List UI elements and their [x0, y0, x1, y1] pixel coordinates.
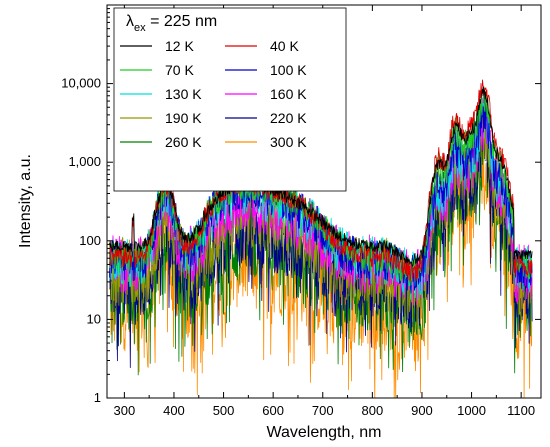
- legend-label: 190 K: [165, 110, 202, 126]
- legend-label: 300 K: [270, 134, 307, 150]
- legend-box: [113, 7, 347, 192]
- y-tick-label: 10: [87, 311, 101, 326]
- x-tick-label: 500: [213, 403, 235, 418]
- legend: λex = 225 nm 12 K 40 K 70 K 100 K 130 K 160 K…: [113, 7, 347, 192]
- x-tick-label: 800: [362, 403, 384, 418]
- x-tick-label: 400: [163, 403, 185, 418]
- x-tick-label: 600: [262, 403, 284, 418]
- legend-label: 100 K: [270, 62, 307, 78]
- legend-label: 160 K: [270, 86, 307, 102]
- legend-title-value: = 225 nm: [146, 13, 218, 30]
- legend-label: 40 K: [270, 38, 299, 54]
- legend-label: 70 K: [165, 62, 194, 78]
- y-tick-label: 1,000: [68, 154, 101, 169]
- legend-label: 12 K: [165, 38, 194, 54]
- x-axis: 300 400 500 600 700 800 900 1000 1100: [114, 5, 535, 418]
- y-axis: 1 10 100 1,000 10,000: [61, 8, 541, 405]
- legend-label: 130 K: [165, 86, 202, 102]
- x-axis-title: Wavelength, nm: [266, 424, 381, 441]
- y-axis-title: Intensity, a.u.: [17, 154, 34, 248]
- legend-title-symbol: λ: [126, 13, 134, 30]
- legend-label: 260 K: [165, 134, 202, 150]
- series-line-12k: [109, 86, 533, 268]
- legend-title-subscript: ex: [134, 22, 146, 34]
- legend-entries: 12 K 40 K 70 K 100 K 130 K 160 K 190 K 220 K 260…: [120, 38, 307, 150]
- plot-frame: [106, 4, 542, 399]
- series-layer: [109, 79, 533, 398]
- x-tick-label: 900: [411, 403, 433, 418]
- y-tick-label: 1: [94, 390, 101, 405]
- y-tick-label: 100: [79, 233, 101, 248]
- x-tick-label: 1100: [507, 403, 535, 418]
- y-tick-label: 10,000: [61, 76, 101, 91]
- x-tick-label: 1000: [457, 403, 486, 418]
- x-tick-label: 300: [114, 403, 136, 418]
- legend-title: λex = 225 nm: [126, 13, 217, 34]
- legend-label: 220 K: [270, 110, 307, 126]
- x-tick-label: 700: [312, 403, 334, 418]
